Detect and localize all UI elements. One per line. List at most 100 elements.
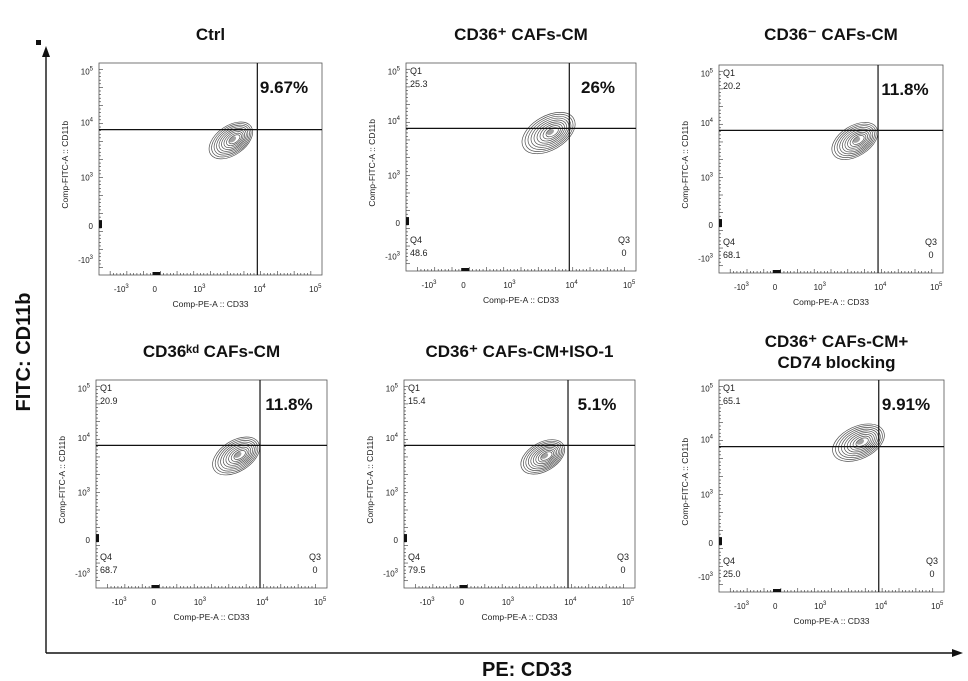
q4-value: 48.6 [410,248,428,258]
x-tick-label: 104 [874,282,887,292]
q1-value: 20.9 [100,396,118,406]
q3-value: 0 [621,248,626,258]
q1-value: 25.3 [410,79,428,89]
q1-label: Q1 [723,68,735,78]
q4-label: Q4 [723,556,735,566]
q4-value: 68.1 [723,250,741,260]
x-tick-label: 0 [773,283,778,292]
y-tick-label: -103 [698,572,714,582]
y-zero-mark [719,537,722,546]
y-tick-label: 104 [81,117,94,127]
y-tick-label: 0 [709,539,714,548]
y-tick-label: 105 [81,66,94,76]
x-tick-label: 105 [930,282,943,292]
x-tick-label: 105 [623,280,636,290]
contour-line [535,448,556,465]
y-tick-label: 105 [701,383,714,393]
x-zero-mark [152,272,161,275]
contour-population [831,122,879,160]
contour-line [221,129,246,150]
panels: Ctrl -103 0 103 104 105 105 104 103 0 -103 Comp-PE-… [57,25,945,626]
q3-label: Q3 [926,556,938,566]
q2-percentage: 5.1% [578,395,617,414]
contour-line [847,131,868,149]
contour-line [530,445,559,468]
x-tick-label: 103 [503,280,516,290]
outer-frame [36,40,963,657]
panel-title: CD74 blocking [777,353,895,372]
contour-line [841,128,872,153]
panel-title: Ctrl [196,25,225,44]
x-tick-label: 104 [564,597,577,607]
y-tick-label: 104 [386,433,399,443]
x-tick-label: 105 [622,597,635,607]
y-axis-label: Comp-FITC-A :: CD11b [680,438,690,526]
y-tick-label: 104 [78,433,91,443]
contour-line [536,121,565,144]
y-tick-label: 105 [386,383,399,393]
x-tick-label: 103 [502,597,515,607]
contour-line [525,442,562,471]
y-tick-label: -103 [78,255,94,265]
x-axis-label: Comp-PE-A :: CD33 [173,612,249,622]
x-tick-label: 104 [565,280,578,290]
x-axis-label: Comp-PE-A :: CD33 [793,616,869,626]
x-tick-label: 104 [256,597,269,607]
y-tick-label: 104 [701,118,714,128]
y-tick-label: 103 [701,172,714,182]
y-tick-label: 103 [81,172,94,182]
q4-label: Q4 [723,237,735,247]
x-tick-label: 0 [460,598,465,607]
contour-line [835,425,883,460]
q3-value: 0 [620,565,625,575]
axis-ticks [99,69,312,275]
flow-panel-2: CD36⁺ CAFs-CM -103 0 103 104 105 105 104 103 0 -10… [367,25,637,305]
flow-panel-1: Ctrl -103 0 103 104 105 105 104 103 0 -103 Comp-PE-… [60,25,323,309]
y-tick-label: 0 [89,222,94,231]
contour-line [849,133,867,147]
q4-value: 25.0 [723,569,741,579]
contour-line [218,128,247,152]
x-tick-label: 0 [461,281,466,290]
outer-y-axis-label: FITC: CD11b [13,293,35,412]
x-tick-label: -103 [114,284,130,294]
x-zero-mark [772,270,781,273]
contour-line [521,112,576,155]
y-tick-label: 103 [388,170,401,180]
contour-line [849,434,873,451]
y-tick-label: 103 [701,489,714,499]
contour-line [533,119,568,146]
y-tick-label: 0 [709,221,714,230]
axis-ticks [719,386,934,592]
q2-percentage: 11.8% [881,80,928,99]
x-zero-mark [773,589,781,592]
contour-core [234,451,242,458]
contour-line [225,445,252,466]
x-tick-label: 103 [814,282,827,292]
q2-percentage: 11.8% [265,395,312,414]
q1-value: 15.4 [408,396,426,406]
q4-label: Q4 [100,552,112,562]
y-tick-label: 103 [386,487,399,497]
q4-label: Q4 [408,552,420,562]
q1-value: 65.1 [723,396,741,406]
y-tick-label: 105 [78,383,91,393]
contour-line [832,423,885,462]
x-tick-label: 105 [309,284,322,294]
axis-ticks [96,385,316,588]
x-tick-label: -103 [112,597,128,607]
contour-core [540,452,549,459]
x-tick-label: 0 [773,602,778,611]
q1-label: Q1 [408,383,420,393]
q3-value: 0 [312,565,317,575]
y-axis-label: Comp-FITC-A :: CD11b [57,436,67,524]
x-tick-label: 103 [194,597,207,607]
x-tick-label: 0 [152,598,157,607]
contour-core [546,129,554,135]
x-tick-label: 105 [314,597,327,607]
x-axis-label: Comp-PE-A :: CD33 [172,299,248,309]
x-axis-label: Comp-PE-A :: CD33 [793,297,869,307]
contour-line [539,123,563,142]
panel-title: CD36⁻ CAFs-CM [764,25,898,44]
